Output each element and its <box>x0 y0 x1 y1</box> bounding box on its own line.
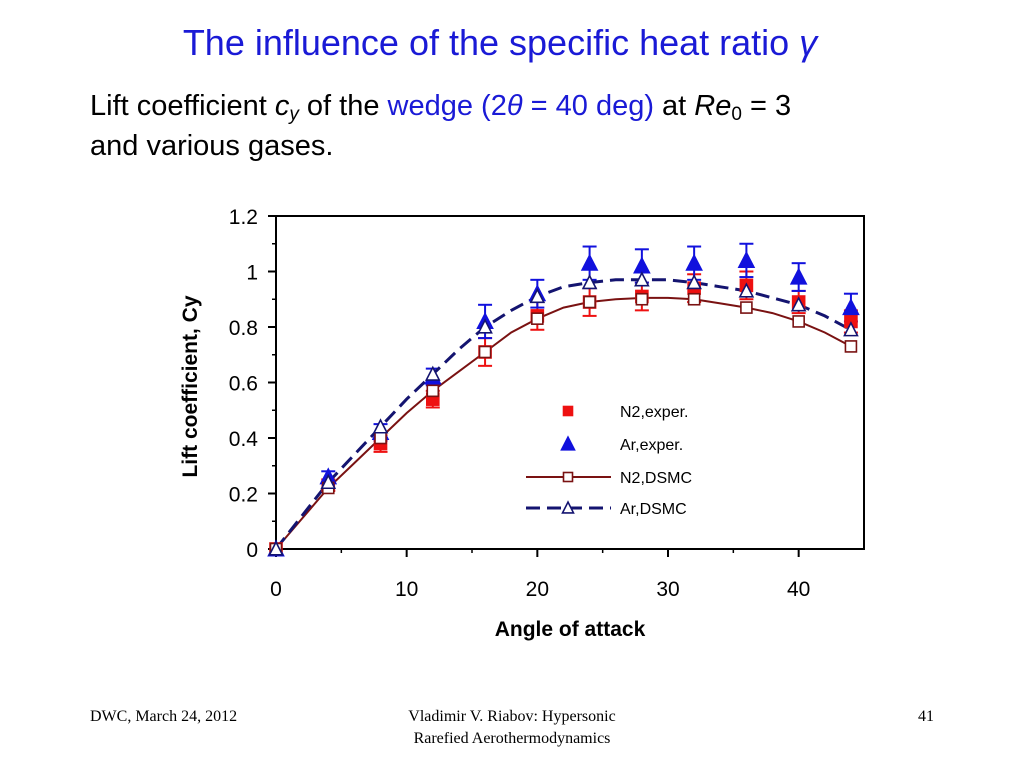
n2-dsmc-point <box>531 312 544 325</box>
x-axis-label: Angle of attack <box>495 618 646 641</box>
subtitle-part2: of the <box>298 90 388 122</box>
page-number: 41 <box>918 708 934 725</box>
footer-date: DWC, March 24, 2012 <box>90 708 238 725</box>
legend-ar-exper-marker <box>560 435 576 451</box>
re-symbol: Re <box>694 90 732 122</box>
ar-exper-point <box>580 253 599 271</box>
legend-n2-exper-label: N2,exper. <box>620 404 688 421</box>
x-tick-label: 0 <box>270 578 282 601</box>
footer-author-line2: Rarefied Aerothermodynamics <box>413 730 611 747</box>
y-tick-label: 1.2 <box>229 206 258 229</box>
ar-exper-point <box>789 267 808 285</box>
ar-dsmc-point <box>581 273 598 290</box>
ar-exper-point <box>842 298 860 316</box>
subtitle-part4: = 3 <box>741 90 792 122</box>
y-tick-label: 0.8 <box>229 317 258 340</box>
slide-title-text: The influence of the specific heat ratio <box>182 22 800 63</box>
subtitle-line2: and various gases. <box>90 130 334 162</box>
wedge-text-start: wedge (2 <box>387 90 507 122</box>
ar-dsmc-point <box>529 287 546 304</box>
n2-dsmc-point <box>478 345 492 359</box>
slide-title: The influence of the specific heat ratio… <box>0 22 1000 64</box>
legend-n2-exper-marker <box>562 405 574 417</box>
subtitle-part1: Lift coefficient <box>90 90 275 122</box>
ar-dsmc-point <box>372 418 389 434</box>
wedge-text-rest: = 40 deg) <box>522 90 654 122</box>
gamma-symbol: γ <box>799 22 818 63</box>
ar-dsmc-point <box>686 273 702 290</box>
ar-dsmc-point <box>738 282 755 298</box>
n2-dsmc-point <box>426 384 440 398</box>
ar-dsmc-point <box>320 473 337 490</box>
ar-dsmc-point <box>268 540 284 556</box>
n2-dsmc-line <box>275 296 852 550</box>
n2-dsmc-point <box>583 295 596 309</box>
ar-dsmc-point <box>424 365 441 381</box>
y-tick-label: 0.4 <box>229 428 259 451</box>
subtitle-part3: at <box>653 90 695 122</box>
y-tick-label: 0.6 <box>229 373 258 396</box>
legend-ar-dsmc-label: Ar,DSMC <box>620 501 687 518</box>
cy-subscript: y <box>289 104 299 125</box>
ar-exper-point <box>685 253 703 271</box>
legend-n2-dsmc-marker <box>562 471 574 483</box>
n2-dsmc-point <box>374 431 387 445</box>
n2-dsmc-point <box>635 292 649 306</box>
wedge-text: wedge (2θ = 40 deg) <box>388 90 654 122</box>
ar-dsmc-point <box>790 296 807 312</box>
y-tick-label: 0.2 <box>229 484 258 507</box>
x-tick-label: 40 <box>787 578 810 601</box>
re-subscript: 0 <box>731 104 742 125</box>
legend-n2-dsmc-label: N2,DSMC <box>620 470 692 487</box>
legend-ar-exper-label: Ar,exper. <box>620 437 683 454</box>
ar-exper-point <box>737 250 756 268</box>
x-tick-label: 20 <box>526 578 549 601</box>
plot-area-frame <box>275 215 865 550</box>
x-tick-label: 10 <box>395 578 418 601</box>
slide-subtitle: Lift coefficient cy of the wedge (2θ = 4… <box>90 86 970 166</box>
y-tick-label: 1 <box>246 262 258 285</box>
y-tick-label: 0 <box>246 539 258 562</box>
theta-symbol: θ <box>506 90 523 122</box>
ar-exper-point <box>633 256 651 274</box>
ar-dsmc-point <box>634 271 650 287</box>
ar-dsmc-line <box>274 278 852 550</box>
ar-dsmc-point <box>843 321 859 337</box>
n2-dsmc-point <box>740 301 753 314</box>
cy-letter: c <box>274 90 290 122</box>
legend-ar-dsmc-marker <box>561 500 575 514</box>
x-tick-label: 30 <box>656 578 679 601</box>
y-axis-label: Lift coefficient, Cy <box>179 295 202 477</box>
n2-dsmc-point <box>844 340 858 353</box>
footer-author: Vladimir V. Riabov: Hypersonic Rarefied … <box>352 706 672 750</box>
n2-dsmc-point <box>687 292 701 306</box>
n2-dsmc-point <box>792 315 805 328</box>
ar-dsmc-point <box>477 318 493 334</box>
footer-author-line1: Vladimir V. Riabov: Hypersonic <box>408 708 616 725</box>
